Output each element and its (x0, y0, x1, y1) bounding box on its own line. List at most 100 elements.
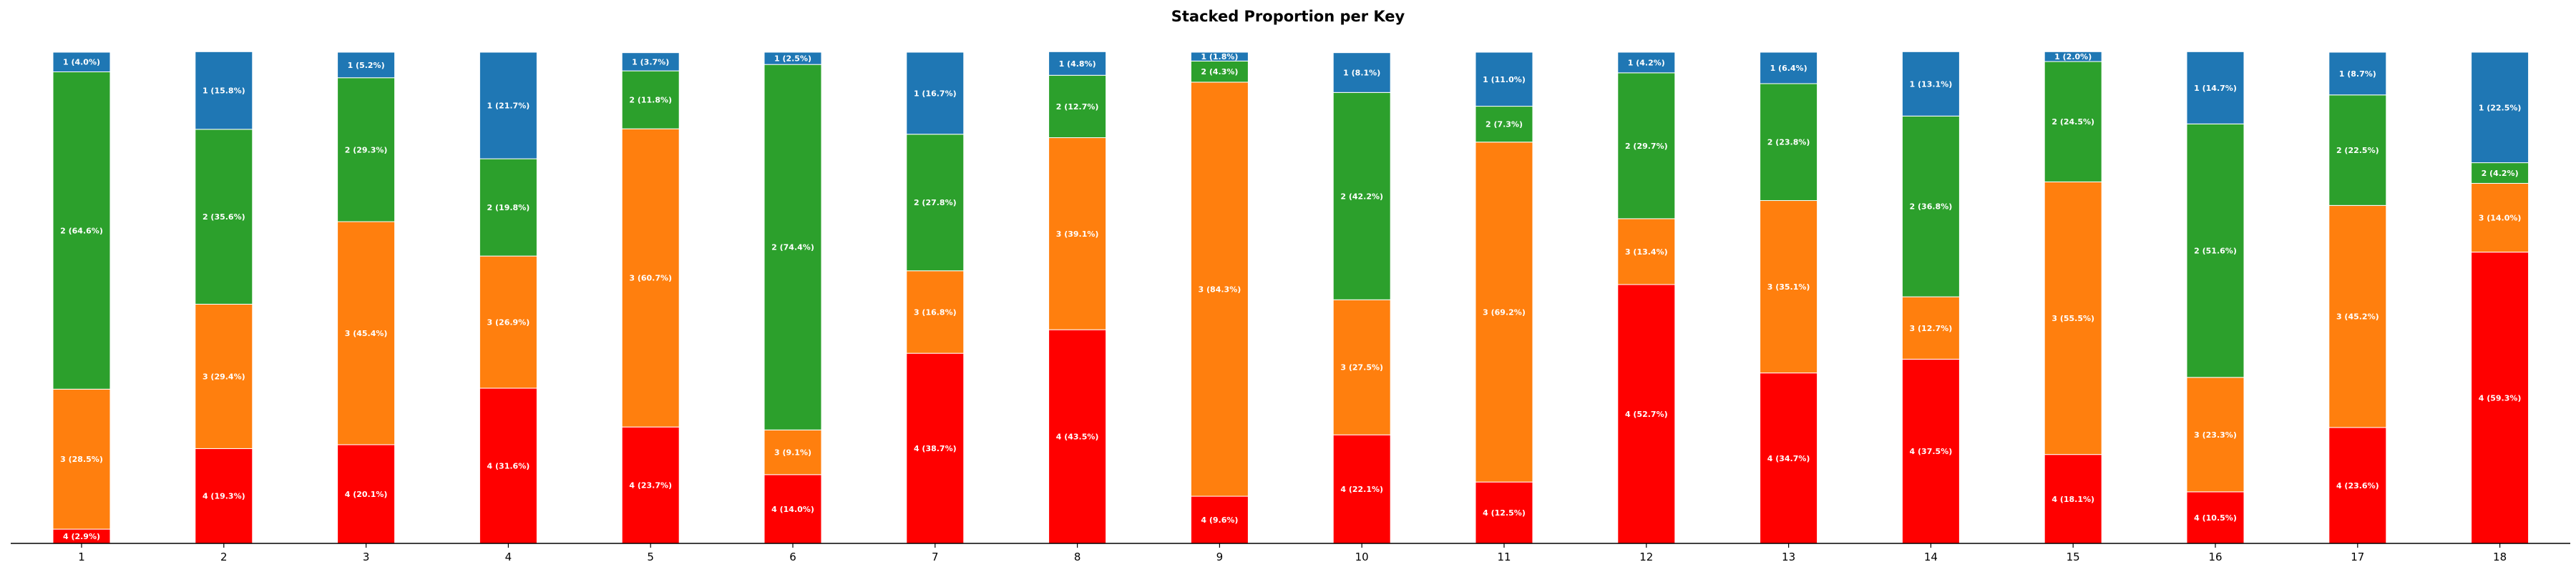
bar-segment-10-series-3 (1332, 299, 1391, 435)
data-label-6-series-2: 2 (74.4%) (771, 243, 814, 252)
x-tick-label-15: 15 (2067, 551, 2080, 563)
bar-segment-3-series-1 (337, 51, 396, 79)
bar-segment-3-series-3 (337, 221, 396, 445)
data-label-4-series-3: 3 (26.9%) (487, 318, 530, 327)
data-label-5-series-2: 2 (11.8%) (629, 96, 672, 105)
data-label-8-series-3: 3 (39.1%) (1056, 230, 1099, 239)
data-label-9-series-1: 1 (1.8%) (1201, 52, 1238, 61)
x-tick-label-2: 2 (220, 551, 228, 563)
bar-segment-11-series-4 (1475, 481, 1533, 544)
data-label-15-series-3: 3 (55.5%) (2051, 314, 2094, 323)
bar-stack-13: 4 (34.7%) 3 (35.1%) 2 (23.8%) 1 (6.4%) (1760, 51, 1818, 544)
data-label-8-series-1: 1 (4.8%) (1059, 59, 1096, 69)
data-label-3-series-4: 4 (20.1%) (345, 490, 388, 499)
bar-segment-10-series-1 (1332, 52, 1391, 93)
data-label-12-series-1: 1 (4.2%) (1628, 58, 1665, 67)
bar-segment-2-series-2 (195, 129, 253, 305)
data-label-11-series-2: 2 (7.3%) (1485, 120, 1523, 129)
bar-stack-9: 4 (9.6%) 3 (84.3%) 2 (4.3%) 1 (1.8%) (1190, 51, 1249, 544)
bar-segment-11-series-1 (1475, 51, 1533, 107)
data-label-7-series-1: 1 (16.7%) (914, 89, 957, 98)
x-tick-label-8: 8 (1074, 551, 1081, 563)
bar-segment-2-series-3 (195, 303, 253, 449)
data-label-4-series-1: 1 (21.7%) (487, 102, 530, 111)
bar-segment-13-series-3 (1760, 199, 1818, 374)
bar-stack-10: 4 (22.1%) 3 (27.5%) 2 (42.2%) 1 (8.1%) (1332, 52, 1391, 544)
bar-stack-3: 4 (20.1%) 3 (45.4%) 2 (29.3%) 1 (5.2%) (337, 51, 396, 544)
bar-segment-14-series-4 (1901, 358, 1960, 544)
bar-segment-17-series-1 (2328, 51, 2387, 96)
bar-segment-12-series-4 (1617, 284, 1676, 544)
bar-segment-7-series-2 (906, 134, 965, 272)
bar-segment-10-series-4 (1332, 434, 1391, 544)
x-tick-label-7: 7 (932, 551, 939, 563)
data-label-17-series-4: 4 (23.6%) (2336, 481, 2379, 490)
bar-segment-14-series-2 (1901, 115, 1960, 297)
data-label-9-series-3: 3 (84.3%) (1199, 285, 1241, 294)
bar-segment-3-series-2 (337, 77, 396, 222)
data-label-9-series-2: 2 (4.3%) (1201, 67, 1238, 77)
data-label-8-series-4: 4 (43.5%) (1056, 433, 1099, 442)
data-label-5-series-3: 3 (60.7%) (629, 274, 672, 283)
data-label-17-series-3: 3 (45.2%) (2336, 312, 2379, 322)
x-tick-label-16: 16 (2208, 551, 2222, 563)
data-label-16-series-2: 2 (51.6%) (2194, 247, 2237, 256)
bar-segment-15-series-1 (2044, 51, 2102, 62)
data-label-3-series-3: 3 (45.4%) (345, 329, 388, 338)
data-label-14-series-4: 4 (37.5%) (1910, 447, 1953, 456)
data-label-10-series-1: 1 (8.1%) (1343, 69, 1380, 78)
data-label-3-series-1: 1 (5.2%) (348, 61, 385, 70)
bar-stack-8: 4 (43.5%) 3 (39.1%) 2 (12.7%) 1 (4.8%) (1048, 51, 1107, 544)
data-label-12-series-4: 4 (52.7%) (1625, 410, 1668, 419)
bar-segment-7-series-4 (906, 352, 965, 544)
data-label-10-series-3: 3 (27.5%) (1340, 363, 1383, 373)
bar-segment-4-series-4 (479, 388, 537, 544)
data-label-2-series-1: 1 (15.8%) (203, 87, 245, 96)
x-tick-label-13: 13 (1782, 551, 1795, 563)
bar-segment-5-series-1 (621, 52, 680, 72)
data-label-15-series-4: 4 (18.1%) (2051, 495, 2094, 504)
data-label-14-series-2: 2 (36.8%) (1910, 202, 1953, 212)
data-label-16-series-4: 4 (10.5%) (2194, 513, 2237, 523)
data-label-12-series-2: 2 (29.7%) (1625, 142, 1668, 151)
data-label-14-series-1: 1 (13.1%) (1910, 79, 1953, 89)
data-label-14-series-3: 3 (12.7%) (1910, 324, 1953, 333)
bar-segment-2-series-1 (195, 51, 253, 130)
data-label-13-series-1: 1 (6.4%) (1770, 64, 1807, 73)
data-label-15-series-1: 1 (2.0%) (2054, 52, 2092, 61)
bar-stack-17: 4 (23.6%) 3 (45.2%) 2 (22.5%) 1 (8.7%) (2328, 51, 2387, 544)
bar-segment-17-series-4 (2328, 427, 2387, 544)
data-label-18-series-4: 4 (59.3%) (2479, 393, 2522, 403)
bar-stack-5: 4 (23.7%) 3 (60.7%) 2 (11.8%) 1 (3.7%) (621, 52, 680, 544)
bar-segment-12-series-3 (1617, 218, 1676, 285)
bar-segment-7-series-1 (906, 51, 965, 135)
bar-segment-8-series-3 (1048, 137, 1107, 330)
bar-segment-13-series-1 (1760, 51, 1818, 84)
bar-segment-1-series-1 (52, 51, 111, 72)
data-label-13-series-4: 4 (34.7%) (1767, 454, 1810, 463)
chart-title: Stacked Proportion per Key (1171, 8, 1405, 25)
bar-segment-4-series-1 (479, 51, 537, 159)
data-label-6-series-3: 3 (9.1%) (774, 448, 811, 458)
data-label-15-series-2: 2 (24.5%) (2051, 117, 2094, 127)
bar-segment-13-series-4 (1760, 373, 1818, 544)
bar-segment-8-series-1 (1048, 51, 1107, 76)
bar-stack-6: 4 (14.0%) 3 (9.1%) 2 (74.4%) 1 (2.5%) (763, 51, 822, 544)
data-label-2-series-4: 4 (19.3%) (203, 492, 245, 501)
x-tick-label-4: 4 (505, 551, 512, 563)
data-label-13-series-3: 3 (35.1%) (1767, 282, 1810, 292)
bar-segment-3-series-4 (337, 444, 396, 544)
bar-segment-10-series-2 (1332, 92, 1391, 300)
bar-stack-2: 4 (19.3%) 3 (29.4%) 2 (35.6%) 1 (15.8%) (195, 51, 253, 544)
data-label-1-series-3: 3 (28.5%) (60, 455, 103, 464)
bar-segment-16-series-3 (2186, 377, 2245, 493)
data-label-11-series-4: 4 (12.5%) (1483, 508, 1526, 518)
bar-segment-12-series-1 (1617, 51, 1676, 74)
x-tick-label-5: 5 (647, 551, 654, 563)
data-label-4-series-2: 2 (19.8%) (487, 203, 530, 212)
data-label-16-series-3: 3 (23.3%) (2194, 430, 2237, 440)
bars-layer: 4 (2.9%) 3 (28.5%) 2 (64.6%) 1 (4.0%) 4 (19.… (52, 51, 2529, 544)
x-tick-label-10: 10 (1355, 551, 1369, 563)
bar-segment-6-series-2 (763, 64, 822, 430)
